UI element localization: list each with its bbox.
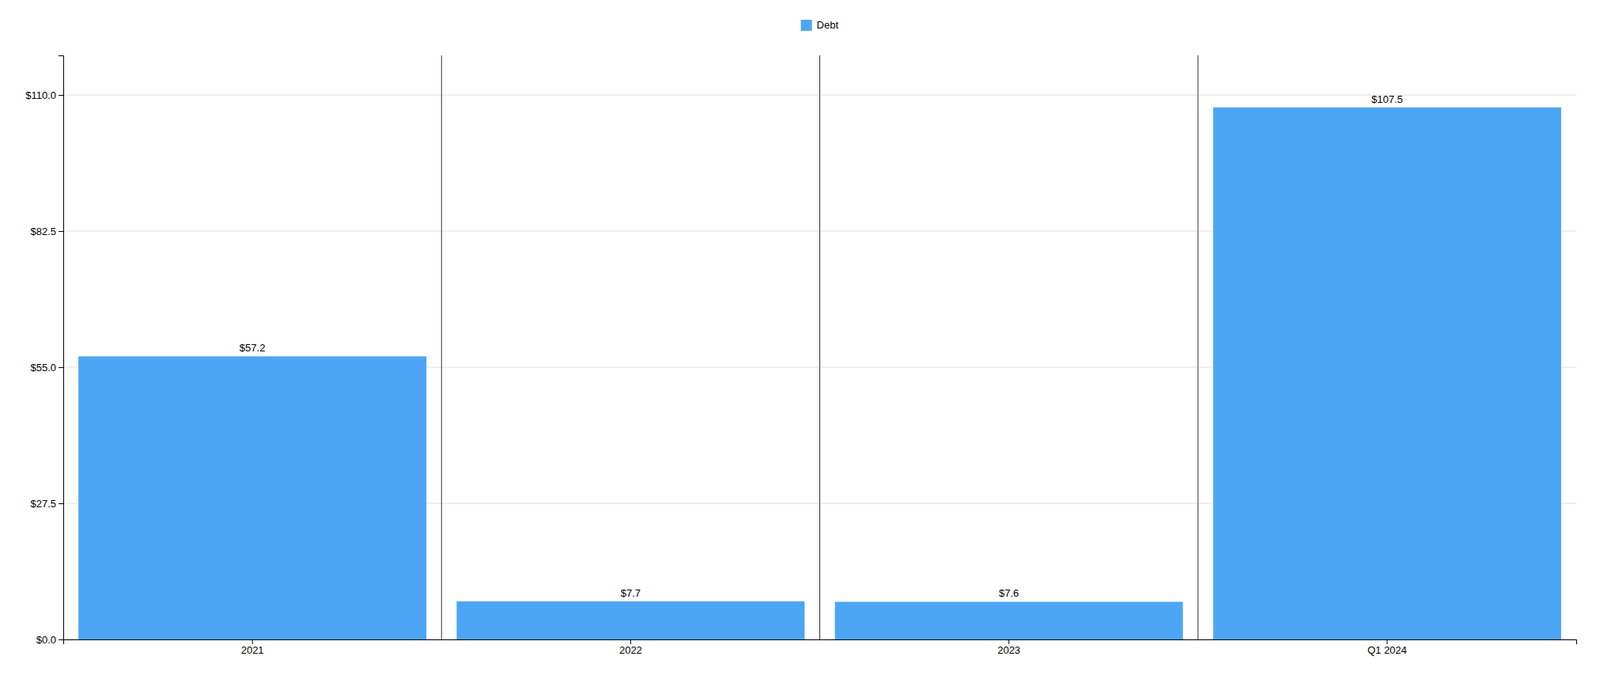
y-tick-label: $82.5 — [30, 225, 57, 238]
y-tick: $27.5 — [30, 497, 64, 510]
x-tick-label: 2023 — [997, 643, 1021, 656]
x-tick-mark — [630, 639, 632, 644]
legend: Debt — [801, 18, 840, 31]
x-axis: 2021 2022 2023 Q1 2024 — [64, 639, 1578, 656]
bar — [78, 355, 427, 640]
x-tick-label: 2021 — [241, 643, 265, 656]
y-tick: $82.5 — [30, 225, 64, 238]
y-tick-label: $110.0 — [25, 89, 57, 102]
y-tick-label: $0.0 — [36, 633, 57, 646]
x-tick: 2023 — [997, 639, 1021, 656]
data-label: $57.2 — [239, 341, 266, 354]
x-tick-mark — [1008, 639, 1010, 644]
plot: $57.2 $7.7 $7.6 $107.5 $0.0 $27.5 $55.0 $82.5 $1… — [25, 55, 1577, 656]
y-axis: $0.0 $27.5 $55.0 $82.5 $110.0 — [25, 56, 64, 646]
y-tick-mark — [58, 639, 64, 640]
x-tick: 2022 — [619, 639, 643, 656]
y-tick-mark — [58, 230, 64, 232]
y-tick-mark — [58, 94, 64, 96]
data-label: $7.6 — [998, 586, 1019, 599]
separator — [441, 55, 443, 640]
x-tick-label: 2022 — [619, 643, 643, 656]
y-tick-mark — [58, 366, 64, 368]
data-label: $107.5 — [1371, 93, 1404, 106]
data-label: $7.7 — [620, 586, 641, 599]
x-tick-mark — [1386, 639, 1388, 644]
y-tick: $0.0 — [36, 633, 64, 646]
bar — [1213, 107, 1562, 640]
y-tick: $110.0 — [25, 89, 64, 102]
separator — [819, 55, 821, 640]
y-tick-label: $27.5 — [30, 497, 57, 510]
y-axis-line — [58, 56, 65, 640]
x-tick-mark — [252, 639, 254, 644]
y-tick-mark — [58, 503, 64, 504]
bar — [835, 601, 1184, 640]
chart: $57.2 $7.7 $7.6 $107.5 $0.0 $27.5 $55.0 $82.5 $1… — [0, 0, 1600, 679]
separators — [441, 55, 1199, 640]
legend-label: Debt — [817, 18, 840, 31]
bar — [456, 601, 805, 640]
legend-swatch — [801, 19, 813, 31]
x-tick: Q1 2024 — [1367, 639, 1408, 656]
x-tick-label: Q1 2024 — [1367, 643, 1408, 656]
x-tick: 2021 — [241, 639, 265, 656]
separator — [1197, 55, 1199, 640]
data-labels: $57.2 $7.7 $7.6 $107.5 — [239, 93, 1404, 600]
x-axis-line — [64, 639, 1578, 645]
legend-item: Debt — [801, 18, 840, 31]
y-tick-label: $55.0 — [30, 361, 57, 374]
y-tick: $55.0 — [30, 361, 64, 374]
